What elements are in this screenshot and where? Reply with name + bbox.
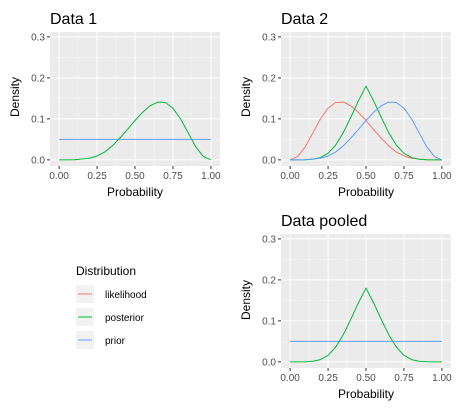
y-tick-label: 0.2	[262, 73, 276, 84]
panel-title: Data 1	[50, 11, 97, 28]
legend-title: Distribution	[76, 264, 136, 278]
y-tick-label: 0.1	[262, 316, 276, 327]
x-axis-title: Probability	[107, 185, 163, 199]
y-tick-label: 0.2	[31, 73, 45, 84]
legend-item-likelihood: likelihood	[76, 285, 147, 303]
panel-data-pooled: Data pooled 0.00 0.25 0.50 0.75 1.00 0.0 0.1 0.…	[239, 213, 452, 401]
series-line-prior	[290, 101, 443, 161]
x-axis-title: Probability	[338, 185, 394, 199]
x-tick-label: 0.50	[125, 171, 145, 182]
x-tick-label: 0.50	[356, 373, 376, 384]
legend-item-posterior: posterior	[76, 308, 145, 326]
x-tick-label: 0.50	[356, 171, 376, 182]
x-axis-title: Probability	[338, 387, 394, 401]
x-tick-label: 0.75	[394, 171, 414, 182]
y-axis-title: Density	[8, 77, 22, 117]
y-tick-label: 0.0	[262, 357, 276, 368]
y-axis-title: Density	[239, 280, 253, 320]
x-tick-label: 1.00	[201, 171, 221, 182]
y-tick-label: 0.3	[262, 234, 276, 245]
legend-label-prior: prior	[105, 336, 126, 347]
series-line-likelihood	[289, 101, 442, 161]
x-tick-label: 0.25	[318, 171, 338, 182]
legend-item-prior: prior	[76, 331, 126, 349]
x-tick-label: 0.75	[394, 373, 414, 384]
x-tick-label: 1.00	[432, 373, 452, 384]
series-line-posterior	[290, 287, 442, 363]
x-tick-label: 1.00	[432, 171, 452, 182]
panel-title: Data pooled	[281, 213, 367, 230]
y-tick-label: 0.2	[262, 275, 276, 286]
series-line-posterior	[59, 101, 212, 161]
y-tick-label: 0.1	[31, 114, 45, 125]
y-tick-label: 0.3	[262, 32, 276, 43]
legend-label-posterior: posterior	[105, 313, 145, 324]
x-tick-label: 0.00	[49, 171, 69, 182]
x-tick-label: 0.75	[163, 171, 183, 182]
x-tick-label: 0.25	[318, 373, 338, 384]
x-tick-label: 0.00	[280, 373, 300, 384]
y-tick-label: 0.3	[31, 32, 45, 43]
series-line-posterior	[290, 85, 442, 161]
y-tick-label: 0.0	[262, 155, 276, 166]
y-tick-label: 0.1	[262, 114, 276, 125]
panel-data-2: Data 2 0.00 0.25 0.50 0.75 1.000.00.10.20.3 …	[239, 11, 452, 199]
x-tick-label: 0.25	[87, 171, 107, 182]
panel-data-1: Data 1 0.00 0.25 0.50 0.75 1.000.00.10.20.3 …	[8, 11, 221, 199]
y-tick-label: 0.0	[31, 155, 45, 166]
x-tick-label: 0.00	[280, 171, 300, 182]
legend-label-likelihood: likelihood	[105, 290, 147, 301]
y-axis-title: Density	[239, 77, 253, 117]
legend: Distribution likelihood posterior prior	[76, 264, 147, 349]
panel-title: Data 2	[281, 11, 328, 28]
